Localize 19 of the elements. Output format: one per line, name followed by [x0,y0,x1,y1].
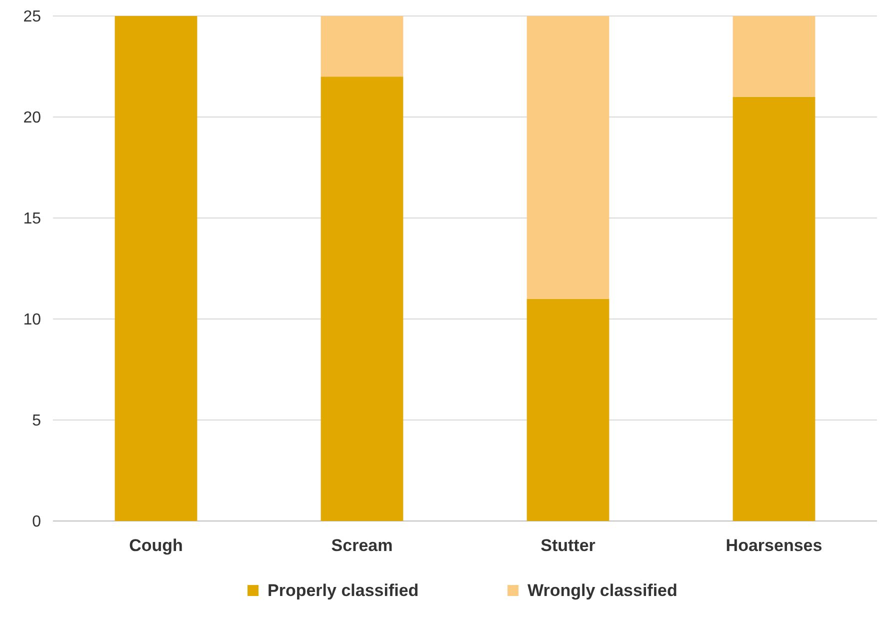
x-tick-label: Scream [331,536,393,555]
y-tick-label: 5 [32,412,42,430]
bar [526,298,610,521]
legend-label: Properly classified [268,581,419,600]
bar [320,76,404,521]
bar [732,16,816,97]
y-tick-label: 20 [23,110,42,127]
y-tick-label: 10 [23,312,42,329]
x-tick-label: Cough [129,536,183,555]
legend-label: Wrongly classified [528,581,678,600]
y-tick-label: 0 [32,514,42,531]
bar [114,16,198,521]
y-tick-label: 15 [23,210,42,228]
y-tick-label: 25 [23,8,42,26]
x-tick-label: Stutter [540,536,596,555]
bar [526,16,610,299]
bar [732,96,816,521]
x-tick-label: Hoarsenses [726,536,822,555]
bar [320,16,404,77]
